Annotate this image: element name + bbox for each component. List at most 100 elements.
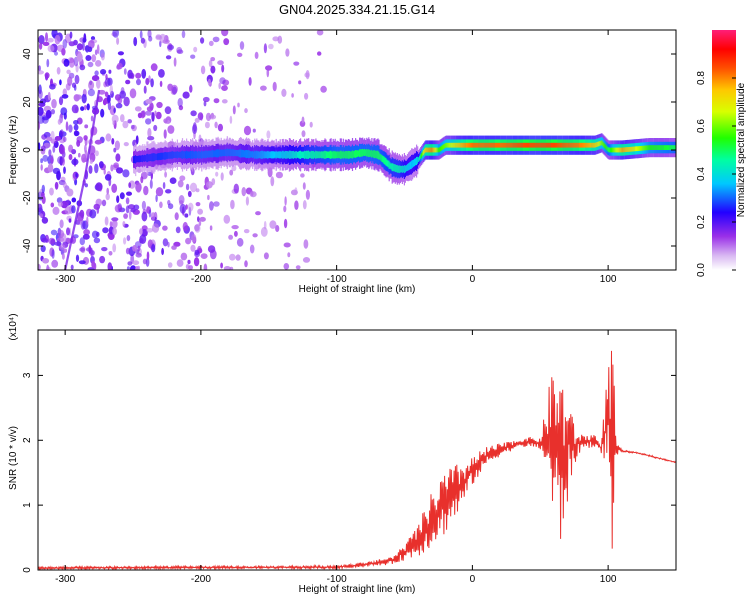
ridge-band-core [590,142,592,148]
noise-blob [45,32,48,42]
ridge-band-core [554,142,556,148]
ridge-band-core [566,142,568,148]
x-tick-label: -100 [327,574,347,585]
ridge-band-core [416,156,418,166]
noise-blob [167,83,174,92]
noise-blob [221,64,225,73]
noise-blob [132,245,138,252]
ridge-band-core [302,151,304,159]
ridge-band-core [193,151,195,159]
ridge-band-core [198,150,200,159]
ridge-band-core [284,150,286,159]
ridge-band-core [659,145,661,150]
noise-blob [102,98,107,106]
noise-blob [190,244,196,252]
ridge-band-core [570,142,572,148]
ridge-band-core [144,154,146,162]
ridge-band-core [216,149,218,158]
ridge-band-core [189,151,191,158]
ridge-band-core [372,150,374,157]
ridge-band-core [558,142,560,148]
noise-blob [48,149,52,157]
noise-blob [250,190,254,197]
noise-blob [112,227,117,236]
noise-blob [209,201,214,211]
ridge-band-core [580,142,582,148]
noise-blob [244,260,248,268]
ridge-band-core [404,165,406,173]
noise-blob [105,193,110,201]
noise-blob [155,111,162,120]
ridge-band-core [140,155,142,162]
noise-blob [65,121,69,131]
ridge-band-core [271,151,273,159]
noise-blob [177,97,183,108]
noise-blob [88,165,93,174]
noise-blob [110,164,114,172]
ridge-band-core [278,151,280,159]
noise-blob [45,73,49,81]
ridge-band-core [431,147,433,153]
noise-blob [79,247,86,252]
ridge-band-core [138,155,140,163]
noise-blob [123,96,130,107]
ridge-band-core [177,151,179,158]
noise-blob [63,248,68,253]
noise-blob [137,112,143,119]
noise-blob [255,211,261,216]
ridge-band-core [285,151,287,159]
noise-blob [130,208,136,213]
ridge-band-core [335,151,337,159]
noise-blob [260,226,268,237]
ridge-band-core [413,159,415,167]
noise-blob [272,36,280,42]
noise-blob [192,122,197,132]
noise-blob [91,260,96,269]
noise-blob [87,88,95,97]
ridge-band-core [403,165,405,174]
ridge-band-core [294,151,297,159]
ridge-band-core [362,148,364,157]
ridge-band-core [487,142,489,148]
ridge-band-core [667,145,669,150]
x-tick-label: -200 [191,574,211,585]
ridge-band-core [348,151,351,159]
noise-blob [95,60,102,67]
ridge-band-core [516,142,518,148]
noise-blob [146,251,150,260]
ridge-band-core [324,150,326,159]
ridge-band-core [474,142,476,148]
ridge-band-core [317,151,319,159]
ridge-band-core [319,151,321,159]
ridge-band-core [291,151,293,159]
noise-blob [73,124,79,131]
noise-blob [119,90,126,99]
noise-blob [112,120,116,126]
noise-blob [38,106,44,116]
ridge-band-core [336,151,338,159]
noise-blob [190,110,197,117]
ridge-band-core [459,142,461,148]
noise-blob [152,223,160,233]
noise-blob [47,91,51,101]
noise-blob [111,183,118,193]
noise-blob [72,172,77,182]
ridge-band-core [498,142,500,148]
ridge-band-core [235,150,237,157]
ridge-band-core [668,145,670,150]
noise-blob [62,88,67,96]
noise-blob [220,172,224,181]
ridge-band-core [342,150,344,159]
noise-blob [167,125,175,134]
noise-blob [99,161,104,169]
noise-blob [159,80,163,87]
ridge-band-core [430,147,432,153]
ridge-band-core [480,142,482,148]
ridge-band-core [386,159,388,167]
ridge-band-core [225,149,227,157]
ridge-band-core [397,165,399,173]
ridge-band-core [553,142,555,148]
noise-blob [94,70,99,76]
noise-blob [122,221,126,227]
ridge-band-core [320,151,322,158]
